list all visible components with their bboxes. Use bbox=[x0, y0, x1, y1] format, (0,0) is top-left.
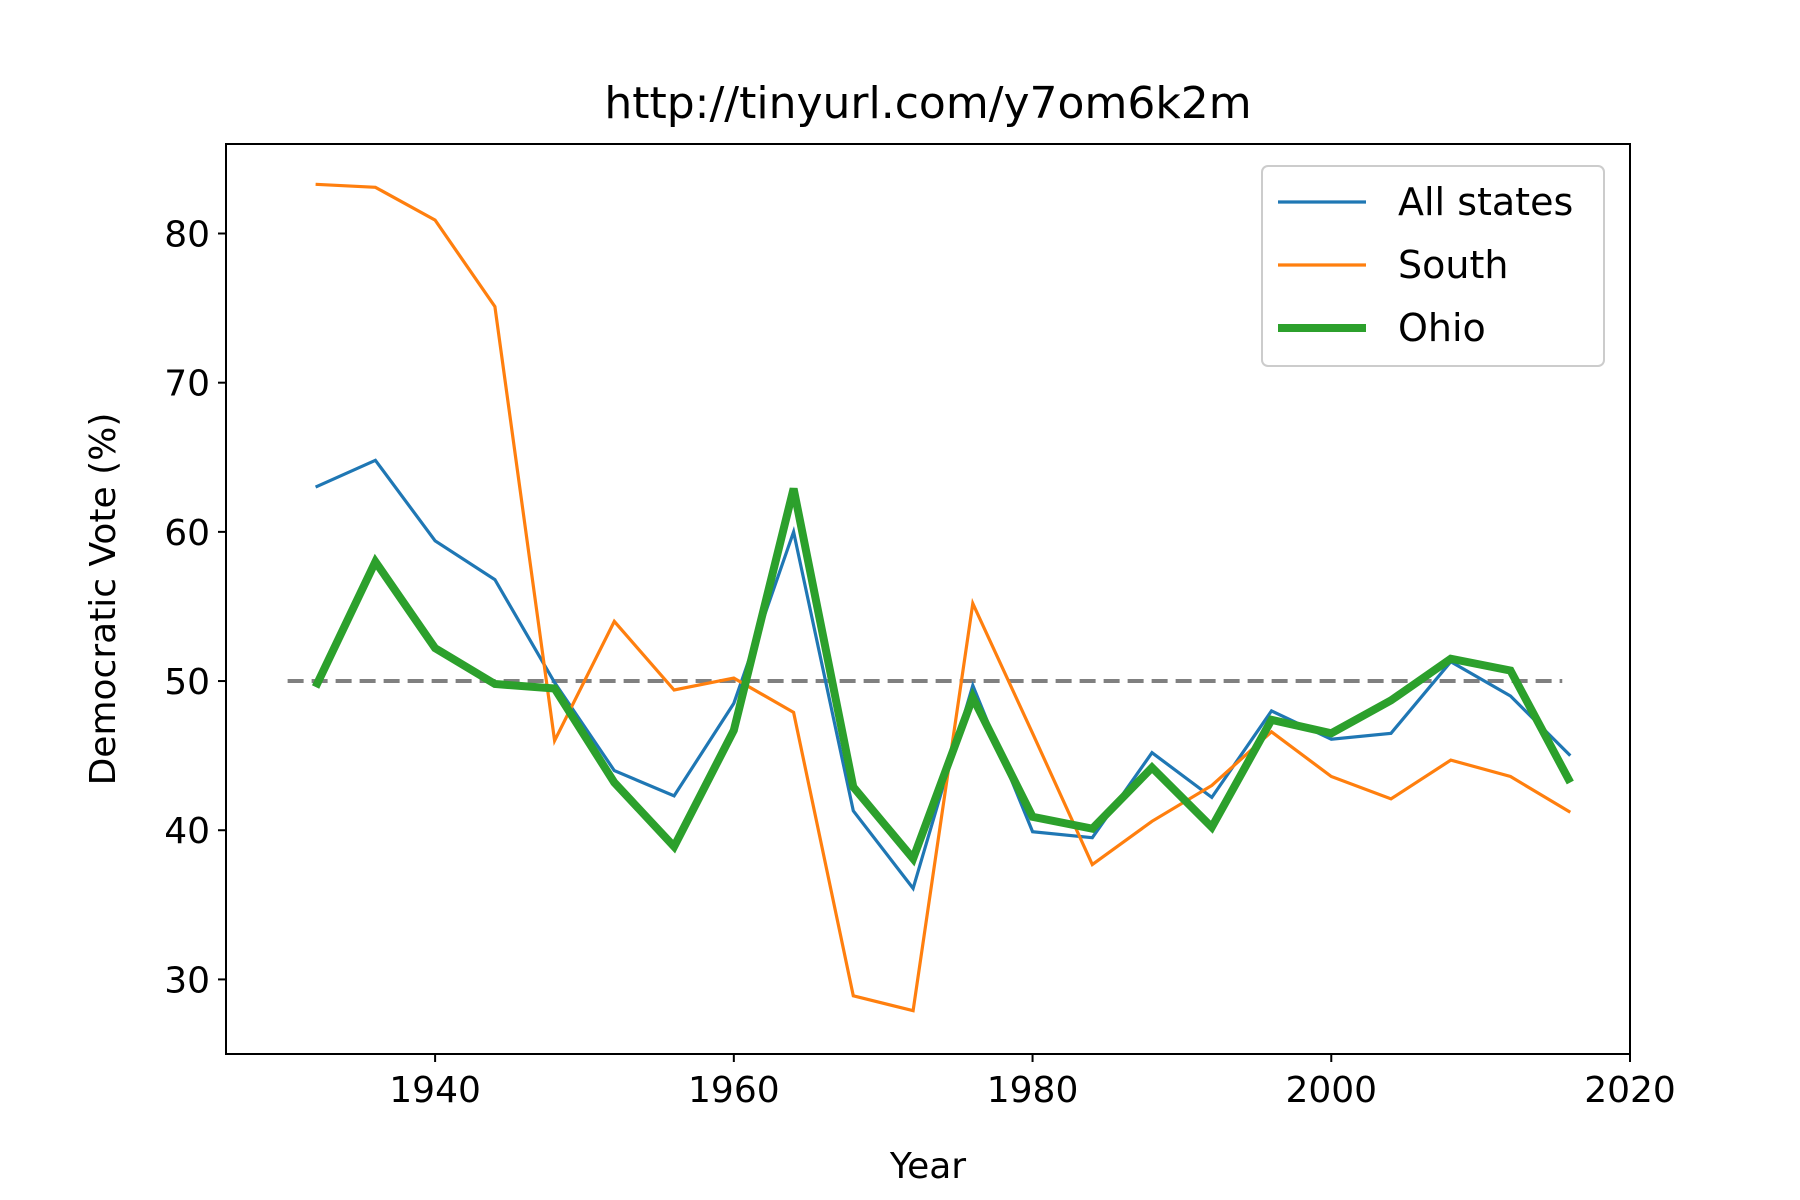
y-tick-label: 60 bbox=[164, 513, 210, 554]
y-tick-label: 40 bbox=[164, 811, 210, 852]
legend: All states South Ohio bbox=[1261, 165, 1605, 367]
x-tick-label: 1980 bbox=[987, 1070, 1079, 1111]
x-axis-label: Year bbox=[889, 1146, 966, 1187]
legend-box bbox=[1261, 165, 1605, 367]
plot-area bbox=[287, 182, 1574, 1013]
y-axis: 30 40 50 60 70 80 bbox=[164, 215, 226, 1001]
y-tick-label: 30 bbox=[164, 960, 210, 1001]
legend-label: Ohio bbox=[1398, 306, 1486, 350]
legend-label: South bbox=[1398, 243, 1508, 287]
y-tick-label: 50 bbox=[164, 662, 210, 703]
y-tick-label: 80 bbox=[164, 215, 210, 256]
y-axis-label: Democratic Vote (%) bbox=[83, 413, 124, 786]
series-line-ohio bbox=[311, 487, 1574, 867]
x-tick-label: 2000 bbox=[1285, 1070, 1377, 1111]
y-tick-label: 70 bbox=[164, 364, 210, 405]
chart-title: http://tinyurl.com/y7om6k2m bbox=[604, 78, 1251, 129]
x-tick-label: 1960 bbox=[688, 1070, 780, 1111]
x-tick-label: 1940 bbox=[389, 1070, 481, 1111]
series-line-south bbox=[315, 182, 1572, 1013]
x-axis: 1940 1960 1980 2000 2020 bbox=[389, 1054, 1676, 1111]
legend-label: All states bbox=[1398, 180, 1573, 224]
x-tick-label: 2020 bbox=[1584, 1070, 1676, 1111]
plot-frame bbox=[225, 143, 1631, 1055]
